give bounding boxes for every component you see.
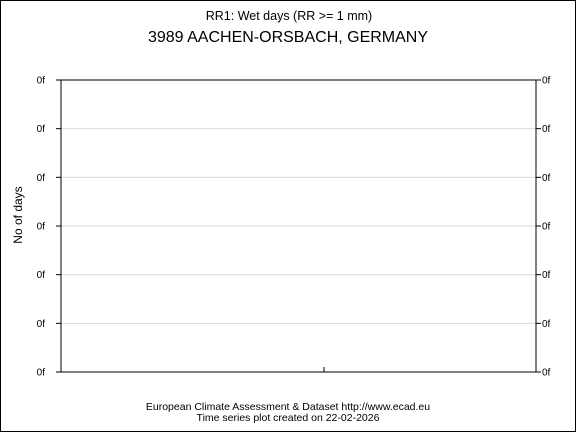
y-tick-label-right: 0f xyxy=(542,173,551,184)
footer-source: European Climate Assessment & Dataset ht… xyxy=(146,401,430,413)
footer-created: Time series plot created on 22-02-2026 xyxy=(197,412,380,424)
y-tick-label-right: 0f xyxy=(542,222,551,233)
y-axis-ticks: 0f 0f 0f 0f 0f 0f 0f 0f 0f 0f 0f 0f 0f 0f xyxy=(37,76,551,379)
y-axis-label: No of days xyxy=(11,186,25,243)
y-tick-label-left: 0f xyxy=(37,222,46,233)
y-tick-label-right: 0f xyxy=(542,368,551,379)
y-tick-label-right: 0f xyxy=(542,76,551,87)
y-tick-label-left: 0f xyxy=(37,368,46,379)
y-tick-label-left: 0f xyxy=(37,173,46,184)
y-tick-label-right: 0f xyxy=(542,270,551,281)
grid-lines xyxy=(61,128,536,324)
y-tick-label-left: 0f xyxy=(37,270,46,281)
chart-title: 3989 AACHEN-ORSBACH, GERMANY xyxy=(148,29,428,46)
y-tick-label-left: 0f xyxy=(37,124,46,135)
y-tick-label-right: 0f xyxy=(542,319,551,330)
chart-subtitle: RR1: Wet days (RR >= 1 mm) xyxy=(206,9,372,23)
y-tick-label-left: 0f xyxy=(37,76,46,87)
y-tick-label-left: 0f xyxy=(37,319,46,330)
y-tick-label-right: 0f xyxy=(542,124,551,135)
